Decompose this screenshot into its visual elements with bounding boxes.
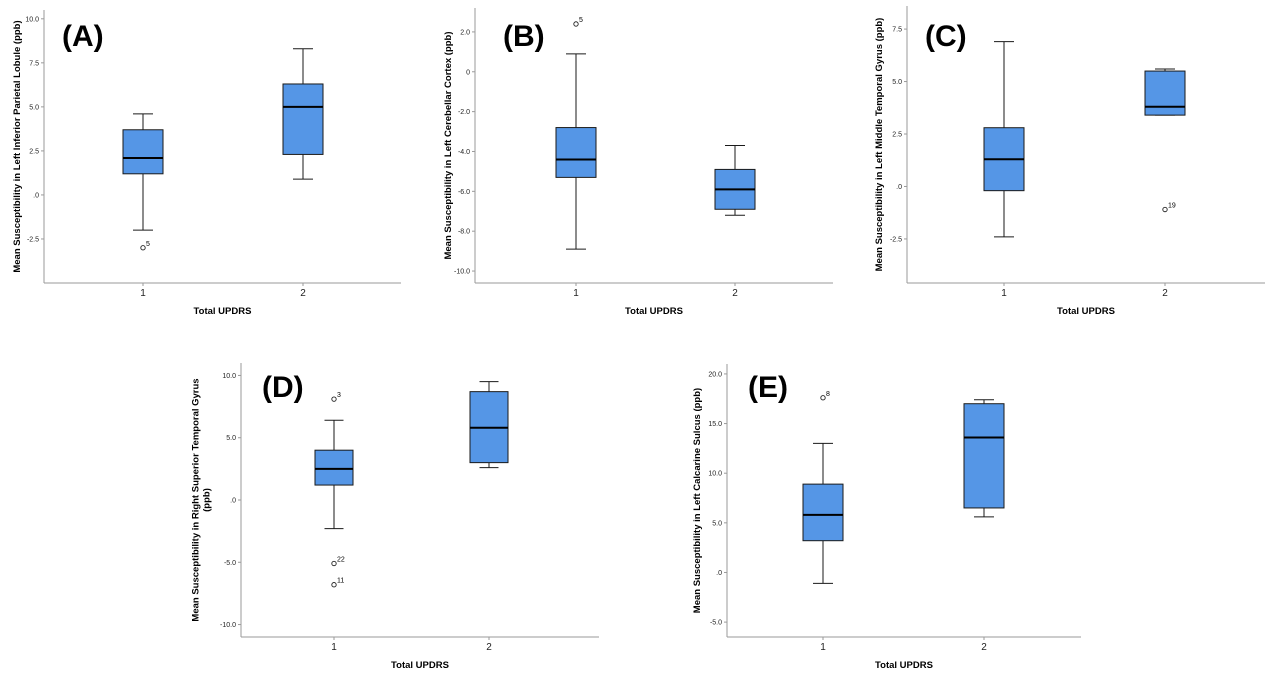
y-tick-label: 10.0: [222, 373, 236, 380]
panel-label: (D): [262, 371, 304, 404]
y-tick-label: 5.0: [226, 435, 236, 442]
chart-panel-2: -10.0 -8.0 -6.0 -4.0 -2.0 0 2.0 1 2 Total UPDRS Me…: [443, 8, 833, 317]
chart-panel-5: -5.0 .0 5.0 10.0 15.0 20.0 1 2 Total UPDRS Mean S…: [692, 364, 1081, 671]
y-axis-title-line: (ppb): [202, 488, 213, 512]
y-axis-title-line: Mean Susceptibility in Left Calcarine Su…: [692, 388, 703, 613]
y-axis-title: Mean Susceptibility in Right Superior Te…: [191, 378, 213, 621]
panel-label: (B): [503, 20, 545, 53]
y-axis-title: Mean Susceptibility in Left Cerebellar C…: [443, 31, 454, 259]
iqr-box: [555, 127, 597, 178]
box-group-1: 3 22 11: [314, 392, 354, 588]
y-tick-label: 5.0: [712, 520, 722, 527]
y-tick-label: 10.0: [708, 471, 722, 478]
y-tick-label: -4.0: [458, 149, 470, 156]
chart-panel-1: -2.5 .0 2.5 5.0 7.5 10.0 1 2 Total UPDRS Mean Sus…: [12, 10, 401, 317]
outlier-point: [331, 560, 337, 567]
y-tick-label: 15.0: [708, 421, 722, 428]
y-axis-title-line: Mean Susceptibility in Right Superior Te…: [191, 378, 202, 621]
outlier-point: [820, 395, 826, 401]
panel-label: (C): [925, 20, 967, 53]
y-axis-title: Mean Susceptibility in Left Calcarine Su…: [692, 388, 703, 613]
x-tick-label: 2: [300, 288, 306, 299]
box-group-2: 19: [1144, 68, 1186, 213]
iqr-box: [122, 129, 164, 175]
y-axis-title: Mean Susceptibility in Left Middle Tempo…: [874, 18, 885, 272]
chart-panel-4: -10.0 -5.0 .0 5.0 10.0 1 2 Total UPDRS Mean Susc…: [191, 363, 599, 671]
iqr-box: [314, 449, 354, 486]
box-group-1: 5: [122, 113, 164, 251]
box-group-2: [714, 145, 756, 216]
y-tick-label: 7.5: [892, 27, 902, 34]
y-tick-label: -10.0: [454, 269, 470, 276]
x-axis-title: Total UPDRS: [875, 660, 933, 671]
y-tick-label: -8.0: [458, 229, 470, 236]
x-axis-title: Total UPDRS: [1057, 306, 1115, 317]
box-group-1: 8: [802, 391, 844, 584]
chart-panel-3: -2.5 .0 2.5 5.0 7.5 1 2 Total UPDRS Mean Suscept…: [874, 6, 1265, 317]
x-tick-label: 1: [573, 288, 579, 299]
outlier-label: 22: [337, 557, 345, 564]
y-axis-title-line: Mean Susceptibility in Left Inferior Par…: [12, 20, 23, 272]
y-tick-label: 7.5: [29, 60, 39, 67]
outlier-label: 8: [826, 391, 830, 398]
panel-label: (E): [748, 371, 788, 404]
x-axis-title: Total UPDRS: [194, 306, 252, 317]
outlier-label: 5: [146, 241, 150, 248]
iqr-box: [282, 83, 324, 155]
box-group-1: 5: [555, 17, 597, 250]
y-tick-label: 2.5: [892, 132, 902, 139]
y-tick-label: 5.0: [892, 79, 902, 86]
x-tick-label: 1: [140, 288, 146, 299]
x-axis-title: Total UPDRS: [625, 306, 683, 317]
y-tick-label: -2.5: [27, 236, 39, 243]
x-tick-label: 2: [732, 288, 738, 299]
iqr-box: [963, 403, 1005, 509]
box-group-2: [469, 381, 509, 469]
box-group-2: [282, 48, 324, 180]
y-tick-label: -5.0: [710, 620, 722, 627]
y-tick-label: 2.5: [29, 148, 39, 155]
x-tick-label: 1: [331, 642, 337, 653]
y-tick-label: 20.0: [708, 371, 722, 378]
x-tick-label: 2: [981, 642, 987, 653]
outlier-point: [331, 582, 337, 588]
x-tick-label: 1: [1001, 288, 1007, 299]
y-tick-label: .0: [33, 192, 39, 199]
outlier-label: 11: [337, 578, 344, 585]
y-tick-label: -2.0: [458, 109, 470, 116]
outlier-label: 3: [337, 392, 341, 399]
y-tick-label: 5.0: [29, 104, 39, 111]
outlier-point: [140, 245, 146, 251]
y-tick-label: .0: [230, 498, 236, 505]
y-axis-title: Mean Susceptibility in Left Inferior Par…: [12, 20, 23, 272]
x-axis-title: Total UPDRS: [391, 660, 449, 671]
outlier-point: [573, 21, 579, 27]
panel-label: (A): [62, 20, 104, 53]
outlier-label: 19: [1168, 203, 1176, 210]
y-axis-title-line: Mean Susceptibility in Left Cerebellar C…: [443, 31, 454, 259]
outlier-point: [331, 396, 337, 402]
y-tick-label: 0: [466, 69, 470, 76]
y-tick-label: -10.0: [220, 622, 236, 629]
y-tick-label: .0: [896, 184, 902, 191]
y-tick-label: 2.0: [460, 29, 470, 36]
box-group-2: [963, 399, 1005, 518]
box-group-1: [983, 41, 1025, 238]
iqr-box: [1144, 70, 1186, 116]
iqr-box: [802, 483, 844, 542]
outlier-label: 5: [579, 17, 583, 24]
x-tick-label: 1: [820, 642, 826, 653]
x-tick-label: 2: [1162, 288, 1168, 299]
x-tick-label: 2: [486, 642, 492, 653]
y-axis-title-line: Mean Susceptibility in Left Middle Tempo…: [874, 18, 885, 272]
y-tick-label: .0: [716, 570, 722, 577]
y-tick-label: -5.0: [224, 560, 236, 567]
y-tick-label: -6.0: [458, 189, 470, 196]
y-tick-label: -2.5: [890, 236, 902, 243]
outlier-point: [1162, 206, 1168, 213]
y-tick-label: 10.0: [25, 16, 39, 23]
